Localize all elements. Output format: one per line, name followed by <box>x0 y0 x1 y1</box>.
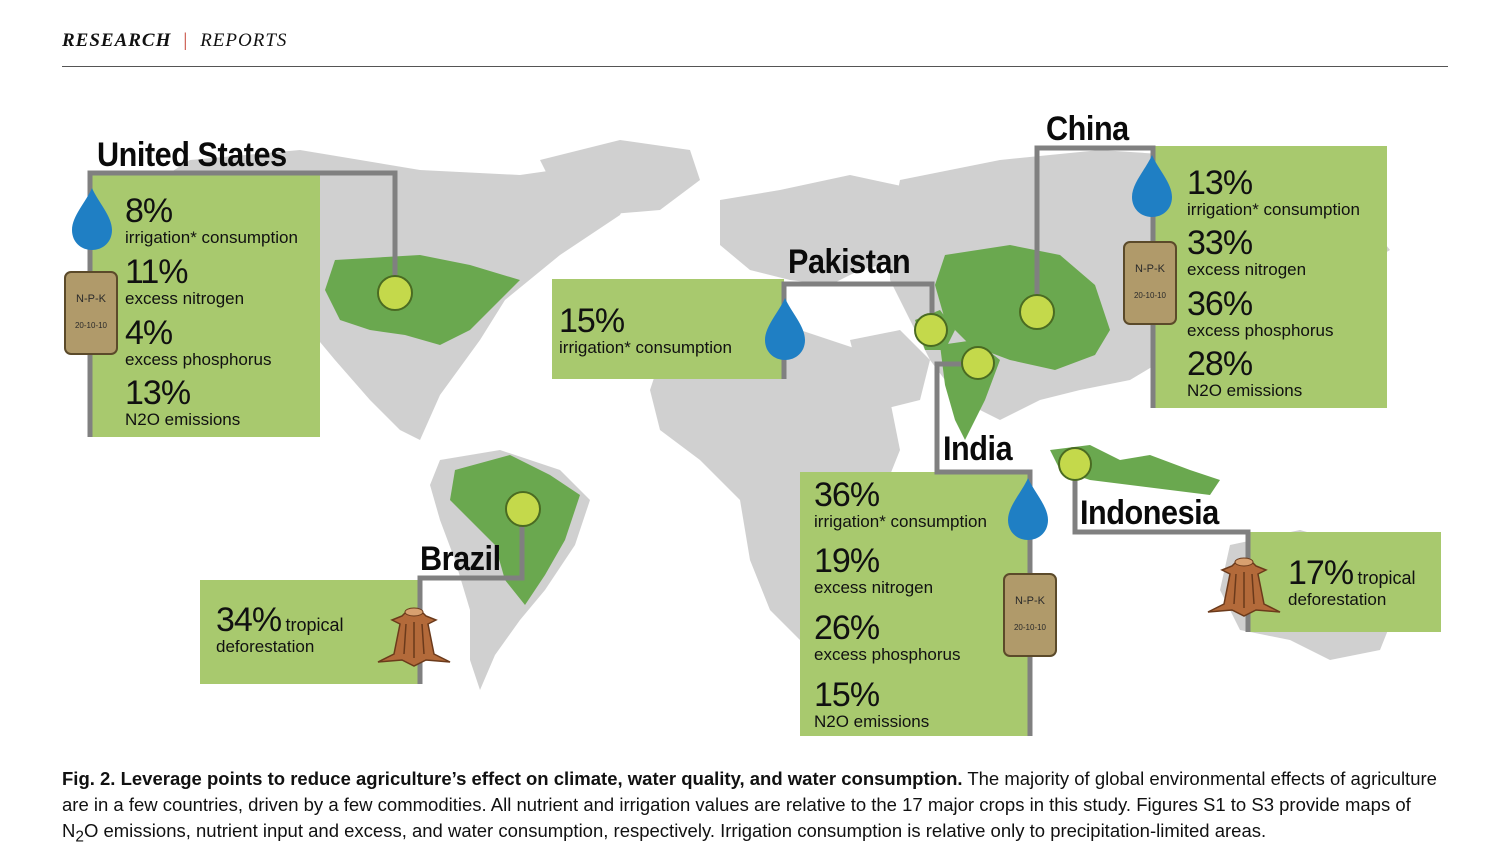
stat-label: excess phosphorus <box>125 350 272 369</box>
caption-text: The majority of global environmental eff… <box>62 768 1437 841</box>
figure-caption: Fig. 2. Leverage points to reduce agricu… <box>62 766 1452 851</box>
pakistan-box <box>552 279 784 379</box>
india-stat-phosphorus: 26% excess phosphorus <box>814 611 960 664</box>
europe-land <box>720 175 930 285</box>
china-stat-n2o: 28% N2O emissions <box>1187 347 1302 400</box>
stat-value: 13% <box>1187 164 1253 202</box>
stat-value: 13% <box>125 374 191 412</box>
stat-label: deforestation <box>1288 590 1387 609</box>
stat-value: 36% <box>1187 285 1253 323</box>
india-connector <box>934 361 1033 736</box>
stat-value: 28% <box>1187 345 1253 383</box>
stat-label: irrigation* consumption <box>125 228 298 247</box>
stat-label: tropical <box>1357 568 1416 588</box>
header-rule <box>62 66 1448 67</box>
stat-label: excess nitrogen <box>125 289 245 308</box>
bag-label-ratio: 20-10-10 <box>1134 291 1167 300</box>
stat-label: N2O emissions <box>1187 381 1303 400</box>
china-stat-nitrogen: 33% excess nitrogen <box>1187 226 1306 279</box>
bag-label-ratio: 20-10-10 <box>1014 623 1047 632</box>
stat-label: excess nitrogen <box>814 578 934 597</box>
country-name-brazil: Brazil <box>420 540 501 578</box>
china-box <box>1153 146 1387 408</box>
country-name-india: India <box>943 430 1013 468</box>
location-markers <box>377 275 1092 527</box>
country-name-pakistan: Pakistan <box>788 243 911 281</box>
india-fertilizer-bag-icon: N-P-K 20-10-10 <box>1003 573 1057 657</box>
stat-value: 26% <box>814 609 880 647</box>
us-shape <box>325 255 520 345</box>
china-stat-irrigation: 13% irrigation* consumption <box>1187 166 1360 219</box>
subsection-label: REPORTS <box>200 30 288 51</box>
india-box <box>800 472 1030 736</box>
stat-value: 36% <box>814 476 880 514</box>
stat-label: excess nitrogen <box>1187 260 1307 279</box>
stat-label: irrigation* consumption <box>814 512 987 531</box>
stat-value: 4% <box>125 314 173 352</box>
country-name-indonesia: Indonesia <box>1080 494 1219 532</box>
info-boxes <box>90 146 1441 736</box>
stat-label: deforestation <box>216 637 315 656</box>
header-separator: | <box>183 30 189 51</box>
stat-value: 15% <box>814 676 880 714</box>
caption-subscript: 2 <box>75 828 84 846</box>
bag-label-ratio: 20-10-10 <box>75 321 108 330</box>
stat-value: 17% <box>1288 554 1354 592</box>
india-marker <box>961 346 995 380</box>
india-stat-n2o: 15% N2O emissions <box>814 678 929 731</box>
bag-label-npk: N-P-K <box>76 293 107 305</box>
running-header: RESEARCH | REPORTS <box>62 30 287 52</box>
stat-label: tropical <box>285 615 344 635</box>
indonesia-shape <box>1050 445 1220 495</box>
arabia-land <box>850 330 930 410</box>
bag-label-npk: N-P-K <box>1135 263 1166 275</box>
brazil-shape <box>450 455 580 605</box>
stat-value: 8% <box>125 192 173 230</box>
us-stat-phosphorus: 4% excess phosphorus <box>125 316 271 369</box>
caption-text-continued: O emissions, nutrient input and excess, … <box>83 820 1267 841</box>
stat-value: 11% <box>125 253 189 291</box>
brazil-marker <box>505 491 541 527</box>
brazil-stat-deforestation: 34% tropical deforestation <box>216 603 344 656</box>
country-name-united-states: United States <box>97 136 287 174</box>
greenland-land <box>540 140 700 215</box>
stat-value: 34% <box>216 601 282 639</box>
country-name-china: China <box>1046 110 1129 148</box>
china-stat-phosphorus: 36% excess phosphorus <box>1187 287 1333 340</box>
indonesia-marker <box>1058 447 1092 481</box>
stat-label: irrigation* consumption <box>1187 200 1360 219</box>
brazil-box <box>200 580 420 684</box>
pakistan-stat-irrigation: 15% irrigation* consumption <box>559 304 732 357</box>
pakistan-marker <box>914 313 948 347</box>
section-label: RESEARCH <box>62 30 172 51</box>
stat-label: irrigation* consumption <box>559 338 732 357</box>
us-stat-nitrogen: 11% excess nitrogen <box>125 255 244 308</box>
stat-label: excess phosphorus <box>1187 321 1334 340</box>
stat-label: N2O emissions <box>814 712 930 731</box>
us-fertilizer-bag-icon: N-P-K 20-10-10 <box>64 271 118 355</box>
us-marker <box>377 275 413 311</box>
stat-value: 33% <box>1187 224 1253 262</box>
us-stat-n2o: 13% N2O emissions <box>125 376 240 429</box>
indonesia-stat-deforestation: 17% tropical deforestation <box>1288 556 1416 609</box>
indonesia-box <box>1248 532 1441 632</box>
china-fertilizer-bag-icon: N-P-K 20-10-10 <box>1123 241 1177 325</box>
stat-value: 19% <box>814 542 880 580</box>
bag-label-npk: N-P-K <box>1015 595 1046 607</box>
india-stat-irrigation: 36% irrigation* consumption <box>814 478 987 531</box>
stat-label: excess phosphorus <box>814 645 961 664</box>
india-stat-nitrogen: 19% excess nitrogen <box>814 544 933 597</box>
us-stat-irrigation: 8% irrigation* consumption <box>125 194 298 247</box>
stat-value: 15% <box>559 302 625 340</box>
caption-title: Fig. 2. Leverage points to reduce agricu… <box>62 768 963 789</box>
stat-label: N2O emissions <box>125 410 241 429</box>
us-box <box>90 175 320 437</box>
china-marker <box>1019 294 1055 330</box>
